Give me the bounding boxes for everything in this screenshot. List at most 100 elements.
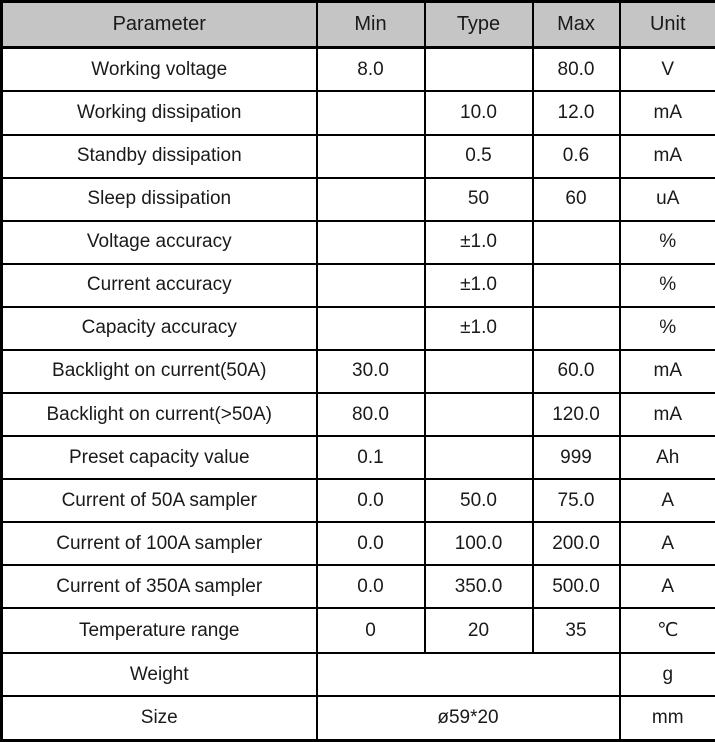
max-cell: 0.6 <box>531 133 621 179</box>
table-row: Size ø59*20 mm <box>0 695 715 742</box>
type-cell: 100.0 <box>423 521 534 567</box>
table-row: Temperature range 0 20 35 ℃ <box>0 607 715 655</box>
max-cell <box>531 262 621 308</box>
max-cell: 80.0 <box>531 46 621 93</box>
parameter-cell: Current of 50A sampler <box>0 478 318 524</box>
unit-cell: % <box>618 305 715 351</box>
max-cell: 200.0 <box>531 521 621 567</box>
parameter-cell: Preset capacity value <box>0 435 318 481</box>
header-row: Parameter Min Type Max Unit <box>0 0 715 49</box>
table-row: Current accuracy ±1.0% <box>0 262 715 308</box>
max-cell: 60.0 <box>531 348 621 395</box>
parameter-cell: Working dissipation <box>0 90 318 136</box>
merged-value-cell <box>315 652 621 698</box>
table-row: Current of 50A sampler 0.0 50.0 75.0 A <box>0 478 715 524</box>
max-cell: 35 <box>531 607 621 655</box>
table-row: Working voltage 8.0 80.0 V <box>0 46 715 93</box>
type-cell: 350.0 <box>423 564 534 610</box>
max-cell: 999 <box>531 435 621 481</box>
max-cell: 75.0 <box>531 478 621 524</box>
parameter-cell: Capacity accuracy <box>0 305 318 351</box>
unit-cell: mA <box>618 348 715 395</box>
min-cell: 30.0 <box>315 348 426 395</box>
type-cell <box>423 392 534 438</box>
parameter-cell: Sleep dissipation <box>0 176 318 222</box>
min-cell <box>315 262 426 308</box>
parameter-cell: Temperature range <box>0 607 318 655</box>
parameter-cell: Weight <box>0 652 318 698</box>
unit-cell: A <box>618 478 715 524</box>
parameter-cell: Backlight on current(>50A) <box>0 392 318 438</box>
parameter-cell: Current accuracy <box>0 262 318 308</box>
table-row: Current of 100A sampler 0.0 100.0 200.0 A <box>0 521 715 567</box>
min-cell <box>315 176 426 222</box>
min-cell: 8.0 <box>315 46 426 93</box>
merged-value-cell: ø59*20 <box>315 695 621 742</box>
unit-cell: mA <box>618 392 715 438</box>
parameter-cell: Standby dissipation <box>0 133 318 179</box>
header-parameter: Parameter <box>0 0 318 49</box>
type-cell: 0.5 <box>423 133 534 179</box>
max-cell <box>531 219 621 265</box>
header-min: Min <box>315 0 426 49</box>
parameter-cell: Current of 350A sampler <box>0 564 318 610</box>
parameter-cell: Working voltage <box>0 46 318 93</box>
max-cell: 500.0 <box>531 564 621 610</box>
min-cell: 0.0 <box>315 478 426 524</box>
unit-cell: Ah <box>618 435 715 481</box>
type-cell <box>423 435 534 481</box>
min-cell <box>315 133 426 179</box>
table-row: Preset capacity value 0.1 999 Ah <box>0 435 715 481</box>
max-cell <box>531 305 621 351</box>
min-cell <box>315 305 426 351</box>
unit-cell: uA <box>618 176 715 222</box>
spec-table-body: Working voltage 8.0 80.0 V Working dissipati… <box>0 46 715 742</box>
type-cell: ±1.0 <box>423 262 534 308</box>
min-cell: 0.1 <box>315 435 426 481</box>
unit-cell: ℃ <box>618 607 715 655</box>
table-row: Sleep dissipation 50 60 uA <box>0 176 715 222</box>
unit-cell: A <box>618 521 715 567</box>
min-cell: 0 <box>315 607 426 655</box>
parameter-cell: Backlight on current(50A) <box>0 348 318 395</box>
type-cell: ±1.0 <box>423 305 534 351</box>
header-max: Max <box>531 0 621 49</box>
parameter-cell: Voltage accuracy <box>0 219 318 265</box>
unit-cell: mm <box>618 695 715 742</box>
table-row: Current of 350A sampler 0.0 350.0 500.0 A <box>0 564 715 610</box>
unit-cell: % <box>618 262 715 308</box>
min-cell: 0.0 <box>315 521 426 567</box>
min-cell: 0.0 <box>315 564 426 610</box>
table-row: Standby dissipation 0.5 0.6 mA <box>0 133 715 179</box>
unit-cell: A <box>618 564 715 610</box>
type-cell: ±1.0 <box>423 219 534 265</box>
unit-cell: mA <box>618 90 715 136</box>
type-cell <box>423 348 534 395</box>
unit-cell: mA <box>618 133 715 179</box>
unit-cell: V <box>618 46 715 93</box>
min-cell: 80.0 <box>315 392 426 438</box>
max-cell: 60 <box>531 176 621 222</box>
header-type: Type <box>423 0 534 49</box>
type-cell: 50.0 <box>423 478 534 524</box>
table-row: Working dissipation 10.0 12.0 mA <box>0 90 715 136</box>
table-row: Weight g <box>0 652 715 698</box>
table-row: Backlight on current(50A) 30.0 60.0 mA <box>0 348 715 395</box>
min-cell <box>315 90 426 136</box>
parameter-cell: Size <box>0 695 318 742</box>
unit-cell: % <box>618 219 715 265</box>
type-cell: 50 <box>423 176 534 222</box>
header-unit: Unit <box>618 0 715 49</box>
table-row: Voltage accuracy ±1.0% <box>0 219 715 265</box>
table-row: Capacity accuracy ±1.0% <box>0 305 715 351</box>
type-cell: 20 <box>423 607 534 655</box>
min-cell <box>315 219 426 265</box>
type-cell <box>423 46 534 93</box>
parameter-cell: Current of 100A sampler <box>0 521 318 567</box>
max-cell: 120.0 <box>531 392 621 438</box>
max-cell: 12.0 <box>531 90 621 136</box>
type-cell: 10.0 <box>423 90 534 136</box>
table-row: Backlight on current(>50A) 80.0 120.0 mA <box>0 392 715 438</box>
unit-cell: g <box>618 652 715 698</box>
